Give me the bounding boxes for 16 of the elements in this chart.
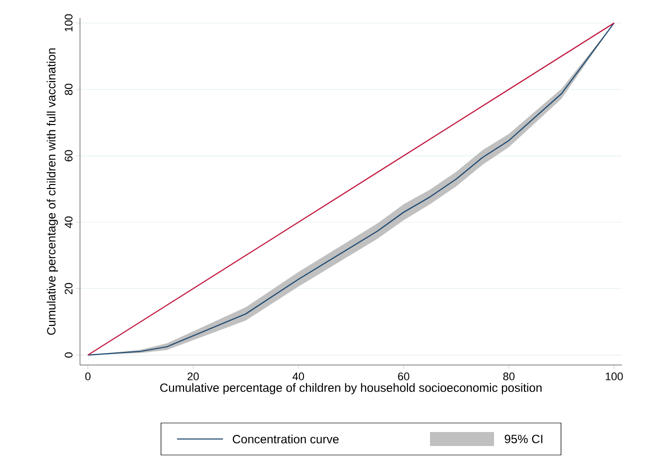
x-tick-label: 80: [503, 372, 515, 380]
y-tick-label: 60: [64, 150, 72, 162]
legend-label: Concentration curve: [232, 434, 339, 444]
x-tick-label: 20: [188, 372, 199, 380]
text: 95% CI: [504, 434, 542, 444]
y-tick-label: 80: [64, 84, 72, 96]
y-tick-label: 100: [64, 14, 72, 32]
y-tick-label: 40: [64, 216, 72, 228]
x-tick-label: 60: [398, 372, 410, 380]
x-axis-title: Cumulative percentage of children by household socioeconomic position: [160, 383, 542, 394]
y-axis-title: Cumulative percentage of children with full vaccination: [46, 48, 58, 335]
y-tick-label: 20: [64, 282, 72, 294]
x-tick-label: 40: [292, 372, 304, 380]
x-tick-label: 100: [606, 372, 623, 380]
y-tick-label: 0: [64, 352, 72, 358]
x-tick-label: 0: [85, 372, 90, 380]
